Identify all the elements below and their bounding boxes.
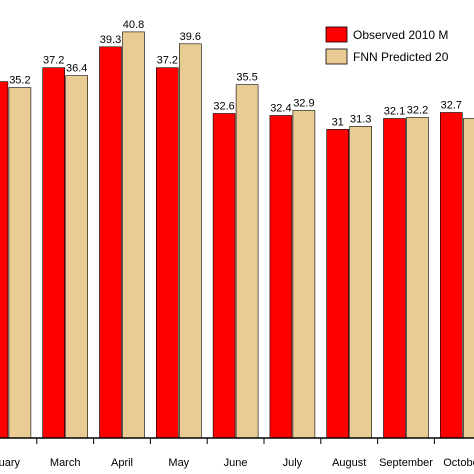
value-label-observed-september: 32.1 [384, 106, 405, 118]
x-tick-label-october: October [443, 457, 474, 469]
bar-predicted-june [235, 84, 259, 439]
bars-group [0, 31, 474, 439]
value-label-predicted-august: 31.3 [350, 113, 371, 125]
value-label-observed-march: 37.2 [43, 55, 64, 67]
bar-observed-september [383, 118, 406, 439]
x-tick-label-august: August [332, 457, 366, 469]
value-label-observed-june: 32.6 [213, 101, 234, 113]
bar-observed-june [212, 113, 236, 439]
value-label-observed-october: 32.7 [441, 100, 462, 112]
value-label-observed-april: 39.3 [100, 34, 121, 46]
bar-predicted-august [349, 126, 373, 439]
bar-observed-october [439, 112, 463, 439]
x-tick-label-june: June [224, 457, 248, 469]
bar-observed-february [0, 81, 9, 439]
bar-predicted-april [122, 31, 145, 439]
bar-predicted-march [65, 75, 88, 439]
value-label-observed-may: 37.2 [157, 55, 178, 67]
value-label-predicted-february: 35.2 [9, 75, 30, 87]
value-label-predicted-march: 36.4 [66, 63, 87, 75]
legend-swatch-observed [325, 26, 348, 43]
legend-swatch-predicted [325, 48, 348, 65]
legend: Observed 2010 M FNN Predicted 20 [325, 26, 449, 65]
value-label-predicted-september: 32.2 [407, 105, 428, 117]
bar-predicted-may [179, 43, 202, 439]
bar-observed-march [42, 67, 66, 439]
value-label-predicted-may: 39.6 [180, 31, 201, 43]
bar-predicted-october [462, 118, 474, 439]
x-tick-label-february: ruary [0, 457, 20, 469]
legend-label-observed: Observed 2010 M [353, 28, 448, 42]
x-tick-label-september: September [379, 457, 433, 469]
bar-observed-august [326, 129, 350, 439]
legend-label-predicted: FNN Predicted 20 [353, 50, 449, 64]
x-tick-label-may: May [168, 457, 189, 469]
value-label-observed-august: 31 [332, 116, 344, 128]
bar-observed-may [156, 67, 179, 439]
x-tick-labels-group: ruary March April May June July August Septembe… [0, 457, 474, 469]
value-label-observed-july: 32.4 [270, 103, 291, 115]
value-label-predicted-april: 40.8 [123, 19, 144, 31]
bar-observed-april [99, 46, 122, 439]
bar-observed-july [269, 115, 293, 439]
bar-predicted-february [8, 87, 32, 439]
bar-predicted-july [292, 110, 316, 439]
value-label-predicted-june: 35.5 [236, 72, 257, 84]
x-ticks-group [36, 438, 435, 444]
x-tick-label-april: April [111, 457, 133, 469]
value-labels-group: 835.237.236.439.340.837.239.632.635.532.… [9, 19, 462, 128]
value-label-predicted-july: 32.9 [293, 98, 314, 110]
x-tick-label-july: July [283, 457, 303, 469]
x-tick-label-march: March [50, 457, 81, 469]
bar-predicted-september [406, 117, 429, 439]
